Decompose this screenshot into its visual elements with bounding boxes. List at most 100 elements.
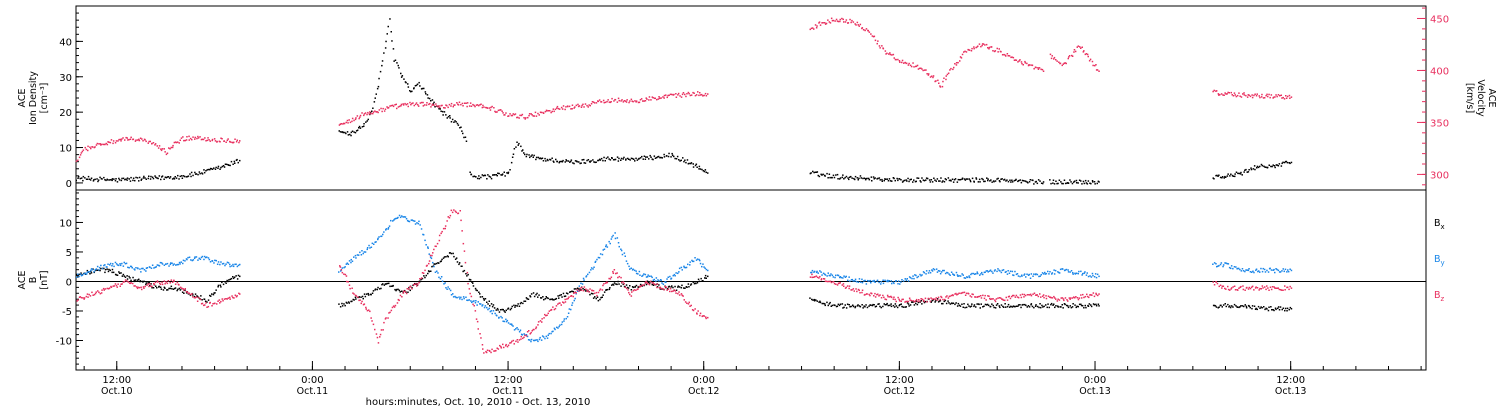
data-point-density-velocity-1 (538, 114, 540, 116)
data-point-density-velocity-0 (1055, 180, 1057, 182)
data-point-magnetic-field-1 (388, 225, 391, 227)
x-tick-day: Oct.13 (1079, 386, 1111, 397)
data-point-magnetic-field-1 (447, 286, 449, 288)
data-point-density-velocity-1 (685, 95, 687, 98)
data-point-magnetic-field-2 (680, 293, 683, 295)
data-point-magnetic-field-1 (460, 296, 462, 299)
data-point-density-velocity-1 (1031, 64, 1034, 67)
data-point-density-velocity-0 (128, 178, 130, 180)
data-point-density-velocity-0 (453, 121, 455, 123)
data-point-magnetic-field-1 (1270, 269, 1273, 271)
data-point-magnetic-field-2 (460, 219, 462, 222)
data-point-density-velocity-0 (223, 166, 226, 168)
data-point-density-velocity-0 (986, 177, 988, 179)
data-point-density-velocity-1 (873, 35, 876, 38)
data-point-magnetic-field-0 (879, 305, 881, 308)
data-point-magnetic-field-0 (992, 304, 994, 307)
data-point-magnetic-field-2 (579, 287, 581, 289)
data-point-magnetic-field-0 (965, 306, 968, 309)
data-point-density-velocity-0 (423, 87, 425, 90)
data-point-magnetic-field-1 (687, 263, 689, 266)
legend-subscript: x (1441, 223, 1445, 231)
data-point-magnetic-field-0 (428, 270, 430, 273)
data-point-magnetic-field-0 (192, 294, 194, 296)
data-point-density-velocity-0 (935, 180, 937, 182)
data-point-magnetic-field-1 (1082, 272, 1084, 275)
data-point-magnetic-field-1 (510, 323, 513, 325)
data-point-density-velocity-0 (1241, 174, 1243, 176)
data-point-density-velocity-1 (899, 61, 901, 63)
data-point-density-velocity-0 (561, 161, 564, 163)
data-point-magnetic-field-2 (216, 303, 218, 305)
data-point-magnetic-field-2 (701, 315, 703, 318)
data-point-density-velocity-1 (84, 146, 86, 149)
data-point-magnetic-field-0 (827, 304, 829, 307)
data-point-magnetic-field-1 (1008, 272, 1011, 274)
data-point-density-velocity-0 (884, 178, 886, 180)
data-point-magnetic-field-0 (649, 282, 651, 284)
data-point-density-velocity-1 (466, 105, 468, 108)
data-point-magnetic-field-2 (824, 280, 827, 282)
data-point-magnetic-field-0 (1290, 308, 1293, 310)
data-point-density-velocity-0 (620, 157, 623, 160)
data-point-density-velocity-0 (973, 181, 975, 183)
data-point-density-velocity-1 (376, 111, 378, 113)
data-point-magnetic-field-1 (85, 273, 88, 275)
data-point-magnetic-field-0 (341, 302, 343, 305)
data-point-density-velocity-1 (816, 25, 818, 27)
data-point-density-velocity-0 (633, 158, 635, 160)
data-point-magnetic-field-2 (490, 351, 492, 354)
data-point-density-velocity-1 (1082, 51, 1085, 53)
data-point-magnetic-field-2 (857, 288, 860, 291)
data-point-magnetic-field-0 (522, 302, 524, 305)
data-point-magnetic-field-2 (1250, 286, 1253, 288)
data-point-density-velocity-1 (593, 102, 596, 104)
data-point-magnetic-field-1 (422, 234, 425, 236)
data-point-density-velocity-1 (850, 21, 852, 24)
data-point-magnetic-field-2 (114, 283, 117, 285)
data-point-density-velocity-1 (932, 75, 935, 77)
data-point-magnetic-field-2 (513, 343, 515, 345)
data-point-magnetic-field-0 (112, 271, 115, 274)
data-point-density-velocity-0 (569, 161, 571, 163)
data-point-magnetic-field-0 (866, 306, 869, 309)
left-tick-label: 0 (66, 179, 72, 190)
data-point-magnetic-field-2 (1076, 297, 1079, 299)
data-point-magnetic-field-2 (392, 305, 395, 307)
data-point-density-velocity-1 (544, 110, 547, 113)
data-point-magnetic-field-2 (902, 298, 904, 301)
data-point-magnetic-field-1 (989, 269, 992, 271)
data-point-density-velocity-0 (612, 159, 615, 161)
data-point-magnetic-field-0 (124, 276, 127, 278)
data-point-density-velocity-0 (940, 177, 942, 179)
data-point-magnetic-field-0 (1288, 308, 1290, 311)
data-point-density-velocity-1 (440, 104, 442, 107)
data-point-magnetic-field-1 (550, 332, 552, 335)
data-point-magnetic-field-0 (1087, 305, 1090, 307)
data-point-magnetic-field-1 (1087, 275, 1090, 278)
data-point-magnetic-field-0 (458, 263, 460, 266)
data-point-density-velocity-0 (943, 181, 946, 183)
data-point-density-velocity-1 (580, 106, 583, 108)
data-point-density-velocity-1 (225, 141, 227, 143)
data-point-density-velocity-1 (1065, 62, 1067, 65)
data-point-magnetic-field-0 (472, 285, 475, 287)
data-point-density-velocity-0 (1019, 179, 1021, 181)
data-point-magnetic-field-1 (927, 272, 930, 274)
data-point-magnetic-field-0 (496, 307, 499, 310)
data-point-magnetic-field-0 (678, 286, 681, 288)
data-point-density-velocity-0 (1239, 173, 1242, 175)
data-point-density-velocity-0 (645, 156, 647, 158)
data-point-density-velocity-1 (687, 91, 690, 94)
data-point-density-velocity-1 (829, 22, 832, 24)
data-point-magnetic-field-0 (582, 288, 584, 290)
data-point-magnetic-field-1 (962, 274, 964, 276)
data-point-magnetic-field-2 (474, 310, 477, 312)
data-point-magnetic-field-1 (201, 255, 204, 258)
data-point-density-velocity-0 (215, 166, 217, 169)
data-point-magnetic-field-1 (632, 268, 634, 270)
data-point-density-velocity-0 (181, 175, 183, 177)
data-point-density-velocity-0 (866, 177, 868, 180)
data-point-magnetic-field-0 (555, 297, 558, 300)
data-point-density-velocity-1 (1083, 50, 1085, 52)
